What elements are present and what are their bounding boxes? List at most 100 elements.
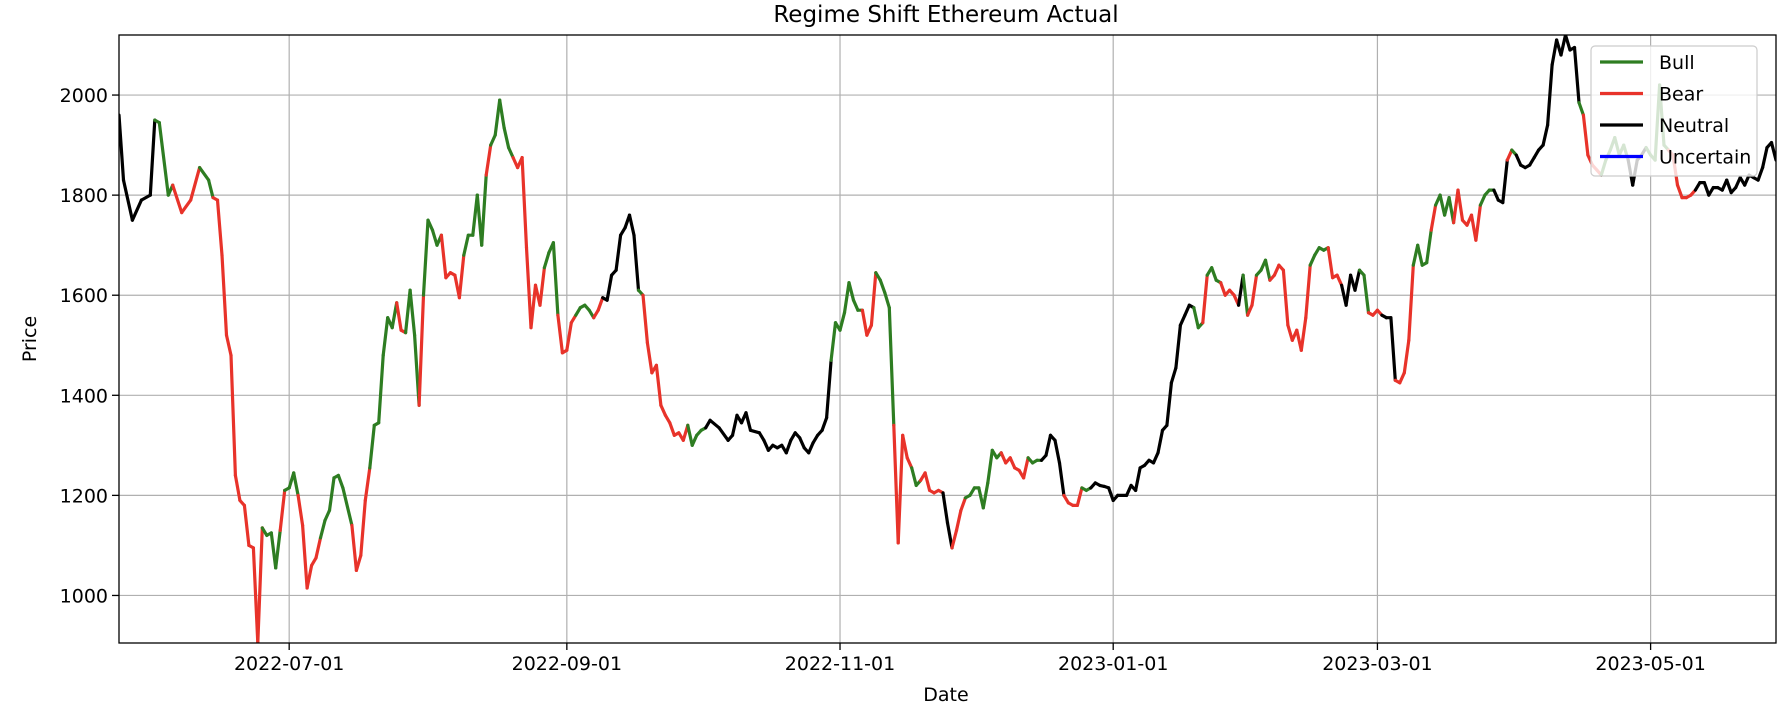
series-segment-bull bbox=[1577, 100, 1586, 117]
series-segment-bull bbox=[341, 486, 354, 528]
series-segment-bull bbox=[274, 528, 282, 570]
series-segment-bear bbox=[1299, 316, 1308, 352]
series-segment-bull bbox=[368, 423, 376, 470]
series-segment-neutral bbox=[1133, 466, 1142, 492]
series-segment-bear bbox=[233, 473, 242, 502]
series-segment-bear bbox=[171, 183, 184, 215]
series-segment-bear bbox=[1402, 338, 1411, 375]
series-segment-bear bbox=[1675, 183, 1684, 200]
series-segment-neutral bbox=[1178, 313, 1187, 327]
series-segment-bull bbox=[542, 251, 551, 270]
series-segment-bull bbox=[502, 125, 511, 150]
series-segment-bear bbox=[359, 498, 367, 558]
series-segment-neutral bbox=[632, 233, 641, 292]
series-segment-neutral bbox=[1053, 438, 1062, 465]
series-segment-bear bbox=[1304, 263, 1312, 320]
series-segment-bear bbox=[1429, 203, 1438, 232]
series-segment-neutral bbox=[820, 416, 829, 432]
series-segment-bull bbox=[847, 281, 856, 302]
series-segment-bear bbox=[1250, 273, 1259, 307]
series-segment-neutral bbox=[945, 521, 954, 550]
series-segment-bull bbox=[318, 518, 327, 540]
series-segment-neutral bbox=[1492, 188, 1500, 202]
series-segment-bull bbox=[157, 120, 170, 197]
series-segment-bull bbox=[323, 508, 332, 523]
series-segment-bear bbox=[869, 271, 878, 327]
series-segment-bull bbox=[426, 218, 435, 232]
series-segment-bear bbox=[1272, 263, 1281, 277]
series-segment-bull bbox=[842, 281, 851, 315]
series-segment-bull bbox=[489, 133, 497, 147]
series-segment-bear bbox=[1201, 273, 1209, 325]
series-segment-bear bbox=[524, 246, 533, 330]
series-segment-bear bbox=[354, 553, 363, 573]
series-segment-bear bbox=[1398, 371, 1406, 385]
series-segment-neutral bbox=[627, 213, 636, 237]
legend: Bull Bear Neutral Uncertain bbox=[1590, 45, 1758, 177]
series-segment-bull bbox=[851, 298, 860, 312]
series-segment-bull bbox=[381, 316, 390, 357]
series-segment-bear bbox=[596, 296, 605, 312]
series-segment-bear bbox=[1281, 268, 1290, 327]
series-segment-bear bbox=[1456, 188, 1465, 222]
series-segment-bear bbox=[538, 266, 547, 307]
series-segment-neutral bbox=[1545, 63, 1554, 127]
series-segment-neutral bbox=[807, 441, 815, 455]
series-segment-bull bbox=[336, 473, 345, 490]
series-segment-bear bbox=[1326, 246, 1335, 280]
series-segment-neutral bbox=[1169, 366, 1178, 385]
series-segment-bear bbox=[950, 528, 959, 550]
series-segment-neutral bbox=[762, 438, 771, 452]
series-segment-bull bbox=[408, 288, 417, 337]
series-segment-bear bbox=[529, 283, 538, 330]
series-segment-bear bbox=[896, 433, 905, 545]
series-segment-bull bbox=[981, 481, 990, 510]
chart-title: Regime Shift Ethereum Actual bbox=[773, 2, 1118, 28]
legend-label-bull: Bull bbox=[1659, 52, 1695, 74]
series-segment-neutral bbox=[1743, 173, 1751, 187]
series-segment-bear bbox=[256, 526, 264, 643]
series-segment-bull bbox=[430, 228, 439, 247]
series-segment-neutral bbox=[717, 426, 730, 442]
y-tick-label: 2000 bbox=[60, 85, 108, 107]
series-segment-bull bbox=[883, 291, 891, 310]
series-segment-neutral bbox=[784, 438, 793, 455]
series-segment-neutral bbox=[1760, 146, 1769, 170]
series-segment-bear bbox=[1075, 486, 1084, 507]
legend-label-uncertain: Uncertain bbox=[1659, 147, 1751, 169]
series-segment-bear bbox=[1286, 323, 1294, 342]
series-segment-bear bbox=[659, 403, 668, 417]
series-segment-bear bbox=[565, 321, 573, 352]
series-segment-bear bbox=[668, 421, 676, 437]
series-segment-bull bbox=[327, 476, 336, 512]
series-segment-neutral bbox=[119, 113, 126, 182]
series-segment-bull bbox=[1416, 243, 1424, 267]
series-segment-bear bbox=[1407, 263, 1415, 342]
y-axis-ticks: 1000 1200 1400 1600 1800 2000 bbox=[60, 85, 119, 607]
series-segment-bull bbox=[377, 353, 385, 425]
series-segment-neutral bbox=[1151, 451, 1160, 465]
series-segment-bear bbox=[1335, 273, 1344, 287]
series-segment-neutral bbox=[1563, 35, 1572, 52]
y-tick-label: 1000 bbox=[60, 585, 108, 607]
y-axis-label: Price bbox=[19, 316, 41, 362]
series-segment-neutral bbox=[1389, 316, 1397, 382]
x-axis-ticks: 2022-07-01 2022-09-01 2022-11-01 2023-01-01… bbox=[234, 643, 1706, 675]
series-segment-neutral bbox=[1057, 461, 1066, 497]
series-segment-neutral bbox=[139, 193, 152, 202]
series-segment-neutral bbox=[1769, 141, 1776, 162]
series-segment-bear bbox=[1505, 148, 1514, 162]
series-segment-bear bbox=[296, 493, 305, 528]
series-segment-neutral bbox=[1344, 273, 1353, 307]
series-segment-bear bbox=[278, 488, 287, 533]
series-segment-bear bbox=[1581, 113, 1590, 157]
series-segment-bear bbox=[350, 523, 358, 573]
series-segment-bear bbox=[860, 308, 869, 337]
series-segment-bear bbox=[959, 496, 968, 512]
series-segment-bear bbox=[865, 323, 874, 337]
series-segment-bear bbox=[484, 143, 493, 177]
x-axis-label: Date bbox=[923, 684, 968, 706]
series-segment-neutral bbox=[130, 198, 143, 222]
